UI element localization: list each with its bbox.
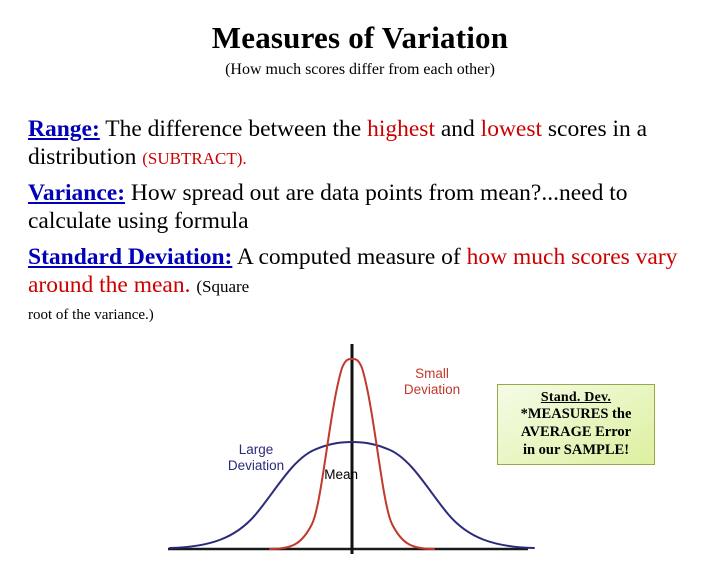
- callout-line-2: AVERAGE Error: [520, 424, 632, 441]
- bullet-standard-deviation-text-2: .: [184, 272, 197, 299]
- chart-curve-small-deviation: [269, 357, 435, 550]
- bullet-range-term: Range:: [28, 116, 100, 142]
- normal-distribution-chart: Small Deviation Large Deviation Mean: [150, 338, 550, 562]
- chart-label-small-deviation: Small Deviation: [403, 366, 461, 398]
- page-title: Measures of Variation: [211, 20, 509, 55]
- callout-line-1: *MEASURES the: [520, 406, 632, 423]
- bullet-range-text-1: The difference between the: [99, 116, 368, 142]
- bullet-standard-deviation-text-1: A computed measure of: [232, 243, 467, 270]
- standard-deviation-callout-box: Stand. Dev. *MEASURES the AVERAGE Error …: [497, 384, 655, 465]
- bullet-standard-deviation: Standard Deviation: A computed measure o…: [28, 243, 696, 300]
- chart-curve-large-deviation: [169, 440, 535, 549]
- bullet-variance-term: Variance:: [28, 179, 126, 206]
- callout-title: Stand. Dev.: [540, 390, 612, 405]
- bullet-range-text-2: and: [434, 116, 481, 142]
- bullet-range-highlight-2: lowest: [480, 116, 543, 142]
- page-subtitle: (How much scores differ from each other): [225, 60, 495, 78]
- chart-label-mean: Mean: [324, 467, 358, 482]
- bullet-range: Range: The difference between the highes…: [28, 115, 696, 172]
- bullet-standard-deviation-highlight-1: how much scores vary around the mean: [28, 243, 678, 299]
- chart-label-large-deviation: Large Deviation: [227, 442, 285, 474]
- callout-line-3: in our SAMPLE!: [522, 442, 630, 459]
- body-text-block: Range: The difference between the highes…: [28, 115, 696, 324]
- bullet-standard-deviation-note: (Square: [196, 277, 250, 297]
- bullet-standard-deviation-term: Standard Deviation:: [28, 243, 233, 270]
- bullet-variance: Variance: How spread out are data points…: [28, 179, 696, 236]
- bullet-range-highlight-1: highest: [367, 116, 435, 142]
- bullet-standard-deviation-note-tail: root of the variance.): [28, 306, 154, 323]
- bullet-variance-text-1: How spread out are data points from mean…: [28, 179, 628, 235]
- bullet-range-note: (SUBTRACT).: [142, 149, 247, 169]
- bullet-range-text-3: scores in a distribution: [28, 116, 648, 171]
